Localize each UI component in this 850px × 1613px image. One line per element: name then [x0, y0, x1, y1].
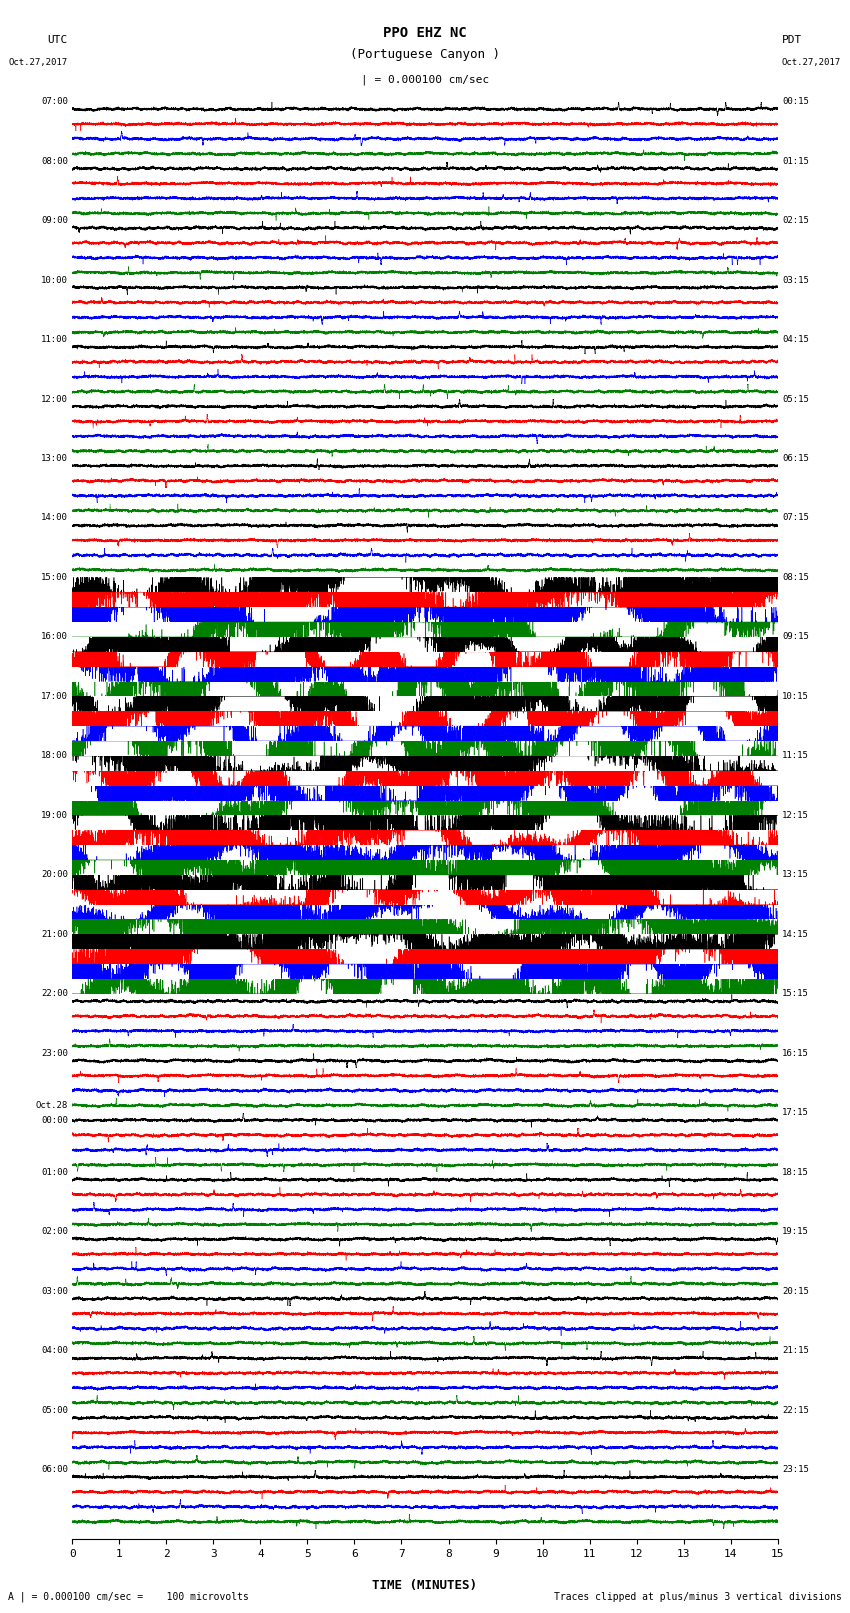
Text: 16:00: 16:00	[41, 632, 68, 642]
Text: 15:15: 15:15	[782, 989, 809, 998]
Text: 04:00: 04:00	[41, 1347, 68, 1355]
Text: 08:15: 08:15	[782, 573, 809, 582]
Text: 09:15: 09:15	[782, 632, 809, 642]
Text: Oct.27,2017: Oct.27,2017	[782, 58, 842, 68]
Text: 11:15: 11:15	[782, 752, 809, 760]
Text: 19:15: 19:15	[782, 1227, 809, 1236]
Text: 13:15: 13:15	[782, 871, 809, 879]
Text: 05:15: 05:15	[782, 395, 809, 403]
Text: 20:15: 20:15	[782, 1287, 809, 1295]
Text: 07:00: 07:00	[41, 97, 68, 106]
Text: 00:00: 00:00	[41, 1116, 68, 1124]
Text: 17:00: 17:00	[41, 692, 68, 702]
Text: 22:15: 22:15	[782, 1405, 809, 1415]
Text: 10:15: 10:15	[782, 692, 809, 702]
Text: 20:00: 20:00	[41, 871, 68, 879]
Text: 23:15: 23:15	[782, 1465, 809, 1474]
Text: 14:15: 14:15	[782, 929, 809, 939]
Text: 18:15: 18:15	[782, 1168, 809, 1177]
Text: UTC: UTC	[48, 35, 68, 45]
Text: 02:00: 02:00	[41, 1227, 68, 1236]
Text: 02:15: 02:15	[782, 216, 809, 226]
Text: 12:15: 12:15	[782, 811, 809, 819]
Text: 13:00: 13:00	[41, 453, 68, 463]
Text: 12:00: 12:00	[41, 395, 68, 403]
Text: 10:00: 10:00	[41, 276, 68, 284]
Text: 09:00: 09:00	[41, 216, 68, 226]
Text: Traces clipped at plus/minus 3 vertical divisions: Traces clipped at plus/minus 3 vertical …	[553, 1592, 842, 1602]
Text: 05:00: 05:00	[41, 1405, 68, 1415]
Text: 01:15: 01:15	[782, 156, 809, 166]
Text: 01:00: 01:00	[41, 1168, 68, 1177]
Text: 03:15: 03:15	[782, 276, 809, 284]
Text: PPO EHZ NC: PPO EHZ NC	[383, 26, 467, 40]
Text: 14:00: 14:00	[41, 513, 68, 523]
Text: 00:15: 00:15	[782, 97, 809, 106]
Text: 11:00: 11:00	[41, 336, 68, 344]
Text: 19:00: 19:00	[41, 811, 68, 819]
Text: 15:00: 15:00	[41, 573, 68, 582]
Text: 21:00: 21:00	[41, 929, 68, 939]
Text: 22:00: 22:00	[41, 989, 68, 998]
Text: Oct.27,2017: Oct.27,2017	[8, 58, 68, 68]
Text: 04:15: 04:15	[782, 336, 809, 344]
Text: TIME (MINUTES): TIME (MINUTES)	[372, 1579, 478, 1592]
Text: 18:00: 18:00	[41, 752, 68, 760]
Text: PDT: PDT	[782, 35, 802, 45]
Text: 06:15: 06:15	[782, 453, 809, 463]
Text: 08:00: 08:00	[41, 156, 68, 166]
Text: 06:00: 06:00	[41, 1465, 68, 1474]
Text: 03:00: 03:00	[41, 1287, 68, 1295]
Text: 16:15: 16:15	[782, 1048, 809, 1058]
Text: A | = 0.000100 cm/sec =    100 microvolts: A | = 0.000100 cm/sec = 100 microvolts	[8, 1592, 249, 1602]
Text: Oct.28: Oct.28	[36, 1100, 68, 1110]
Text: (Portuguese Canyon ): (Portuguese Canyon )	[350, 48, 500, 61]
Text: 07:15: 07:15	[782, 513, 809, 523]
Text: 23:00: 23:00	[41, 1048, 68, 1058]
Text: 17:15: 17:15	[782, 1108, 809, 1118]
Text: 21:15: 21:15	[782, 1347, 809, 1355]
Text: | = 0.000100 cm/sec: | = 0.000100 cm/sec	[361, 74, 489, 85]
